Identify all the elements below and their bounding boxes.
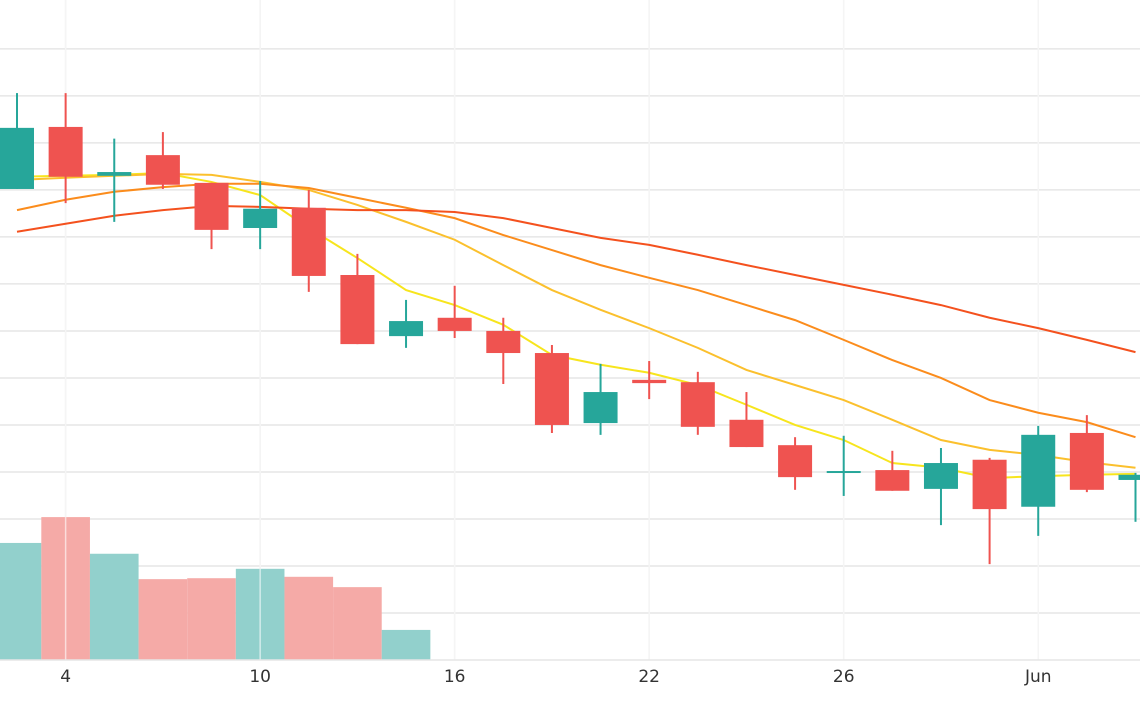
candle-body — [826, 471, 861, 474]
candle-body — [340, 275, 375, 345]
candle-body — [1069, 432, 1104, 490]
volume-bar — [187, 578, 236, 660]
candle-body — [729, 419, 764, 448]
volume-bar — [89, 553, 139, 660]
x-tick-label: 22 — [638, 667, 660, 687]
candle — [632, 361, 667, 400]
candle-body — [1021, 434, 1056, 507]
candle-body — [778, 445, 813, 478]
candle-body — [923, 463, 958, 489]
candle — [534, 345, 569, 433]
moving-average-line — [16, 171, 1136, 480]
candle — [48, 93, 83, 204]
moving-average-line — [16, 204, 1136, 354]
candle-body — [389, 321, 424, 337]
x-tick-label: 4 — [60, 667, 71, 687]
candle — [1021, 425, 1056, 536]
x-tick-label: 26 — [833, 667, 855, 687]
candle-body — [680, 382, 715, 427]
candle-body — [632, 379, 667, 384]
volume-bar — [284, 576, 334, 660]
candle — [972, 457, 1007, 565]
candle — [97, 138, 132, 222]
moving-average-line — [16, 182, 1136, 439]
candle-body — [291, 207, 326, 276]
candle — [145, 132, 180, 189]
candle-body — [194, 182, 229, 230]
candle — [486, 317, 521, 385]
candle — [291, 189, 326, 292]
candle-body — [1118, 474, 1140, 480]
volume-bar — [0, 542, 42, 660]
candle-body — [0, 127, 34, 189]
candle — [1069, 415, 1104, 493]
candle — [729, 392, 764, 448]
candle — [243, 180, 278, 250]
candle — [875, 450, 910, 491]
candle-body — [437, 317, 472, 331]
candle — [1118, 472, 1140, 522]
candle-body — [97, 172, 132, 176]
candle-body — [972, 459, 1007, 510]
x-tick-label: 16 — [444, 667, 466, 687]
candle-body — [243, 208, 278, 228]
candle — [389, 299, 424, 348]
candle-body — [583, 392, 618, 424]
candle-body — [48, 126, 83, 177]
candle-body — [534, 353, 569, 425]
volume-bar — [333, 587, 382, 660]
volume-bar — [381, 629, 431, 660]
candle — [923, 447, 958, 526]
candle-body — [875, 470, 910, 491]
candle-body — [486, 330, 521, 354]
candle — [583, 363, 618, 435]
candle — [437, 285, 472, 338]
candle-body — [145, 155, 180, 185]
moving-average-line — [16, 172, 1136, 469]
candle — [826, 435, 861, 496]
candle — [680, 371, 715, 435]
candle — [194, 182, 229, 250]
candle — [778, 437, 813, 490]
candle — [340, 253, 375, 345]
x-tick-label: 10 — [249, 667, 271, 687]
candle — [0, 93, 34, 189]
volume-bar — [138, 579, 188, 660]
x-tick-label: Jun — [1024, 667, 1052, 687]
